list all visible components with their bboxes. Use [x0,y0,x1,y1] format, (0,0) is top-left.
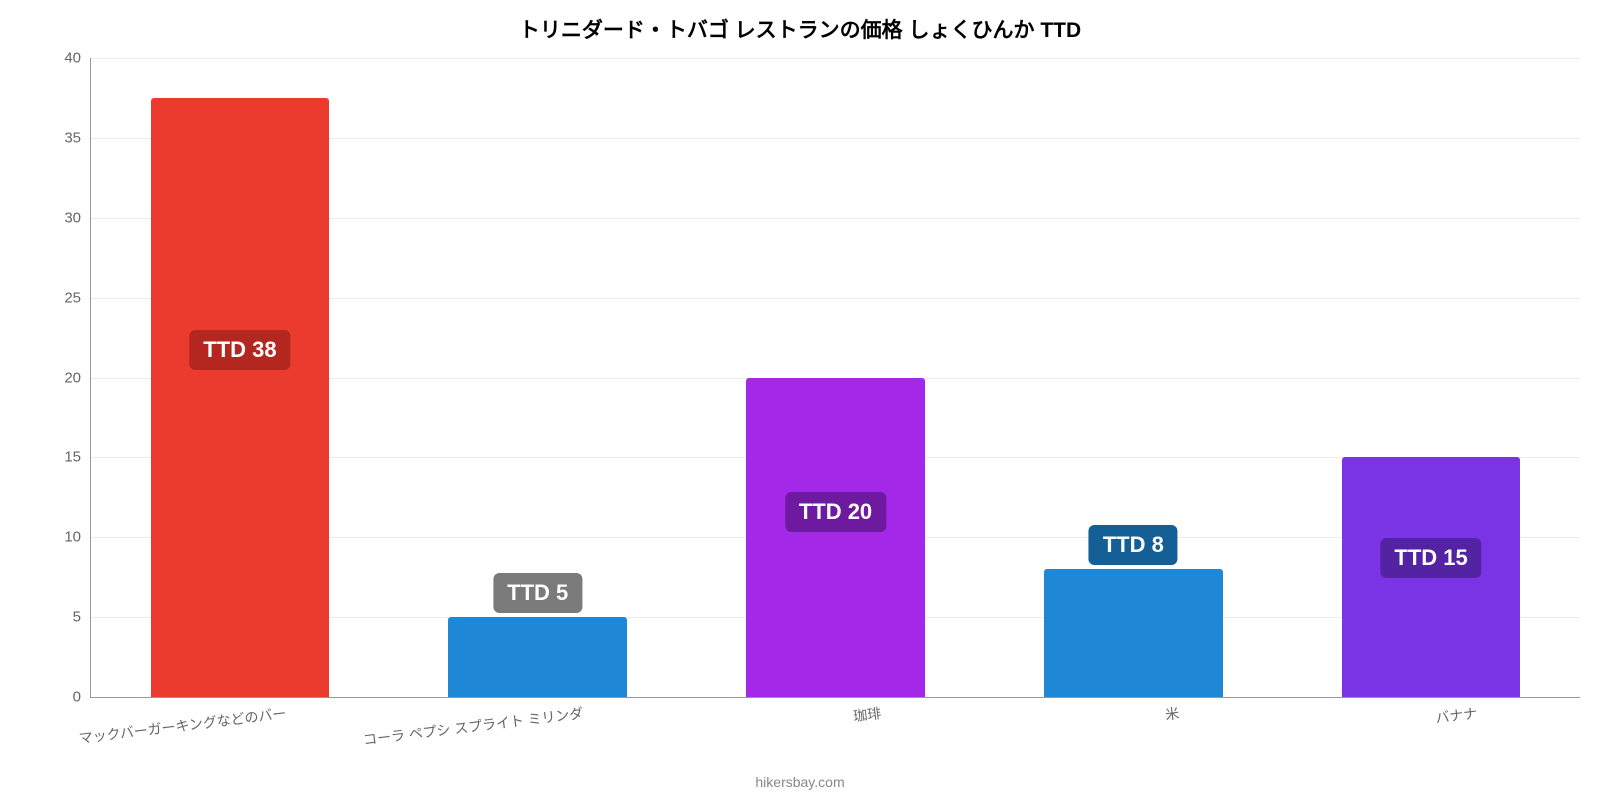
x-tick-label: バナナ [1434,703,1478,728]
y-tick-label: 30 [64,209,91,226]
plot-area: 0510152025303540 TTD 38TTD 5TTD 20TTD 8T… [90,58,1580,698]
y-tick-label: 15 [64,449,91,466]
chart-title: トリニダード・トバゴ レストランの価格 しょくひんか TTD [0,0,1600,44]
x-tick-label: コーラ ペプシ スプライト ミリンダ [362,703,584,750]
bar [448,617,627,697]
attribution-text: hikersbay.com [755,774,844,790]
bars-container: TTD 38 TTD 5 TTD 20 TTD 8 TTD 15 [91,58,1580,697]
value-label: TTD 20 [785,492,886,532]
value-label: TTD 15 [1380,538,1481,578]
x-tick-label: 米 [1164,703,1180,725]
bar [151,98,330,697]
value-label: TTD 5 [493,573,582,613]
chart-area: 0510152025303540 TTD 38TTD 5TTD 20TTD 8T… [90,58,1580,698]
y-tick-label: 40 [64,50,91,67]
y-tick-label: 25 [64,289,91,306]
value-label: TTD 38 [189,330,290,370]
value-label: TTD 8 [1089,525,1178,565]
y-tick-label: 0 [73,689,91,706]
y-tick-label: 5 [73,609,91,626]
x-tick-label: マックバーガーキングなどのバー [77,703,287,748]
y-tick-label: 10 [64,529,91,546]
y-tick-label: 35 [64,129,91,146]
bar [746,378,925,698]
bar [1044,569,1223,697]
y-tick-label: 20 [64,369,91,386]
x-tick-label: 珈琲 [852,703,882,726]
